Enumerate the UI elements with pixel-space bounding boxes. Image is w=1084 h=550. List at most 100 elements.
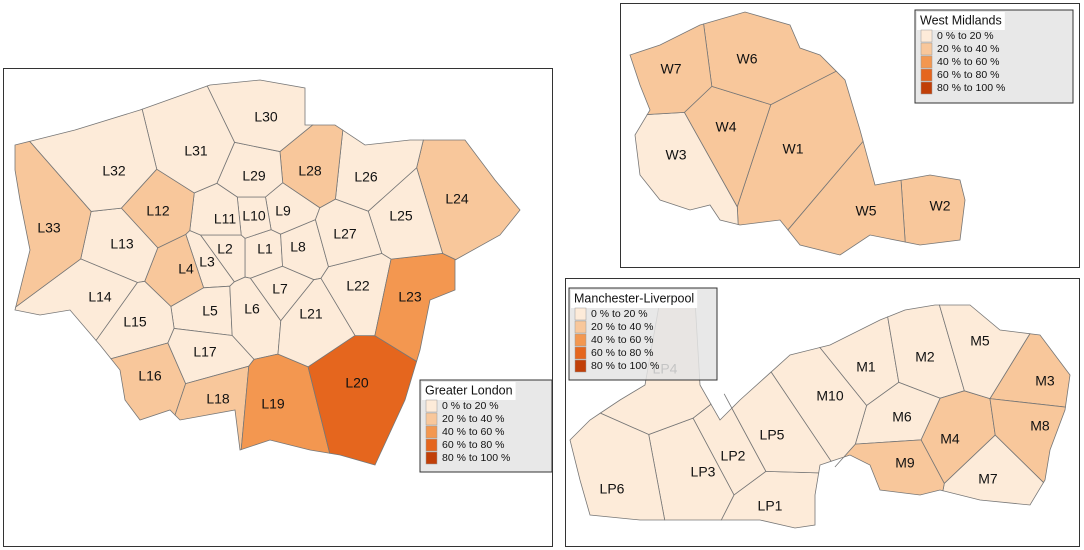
region-label: L13 xyxy=(110,236,134,252)
legend-title: West Midlands xyxy=(920,13,1002,27)
region xyxy=(14,140,92,308)
region-label: L19 xyxy=(261,396,285,412)
region-label: W2 xyxy=(930,198,951,214)
region-label: L15 xyxy=(123,314,147,330)
region-label: LP1 xyxy=(758,498,783,514)
region xyxy=(723,371,832,474)
region-label: L5 xyxy=(202,303,218,319)
legend-swatch xyxy=(425,438,438,452)
legend-swatch xyxy=(574,333,587,347)
legend-label: 40 % to 60 % xyxy=(591,334,653,346)
map: W1 W2 W3 W4 W5 W6 W7 xyxy=(629,11,966,256)
region xyxy=(14,258,139,342)
region-label: L22 xyxy=(346,278,370,294)
region-label: L6 xyxy=(244,301,260,317)
region xyxy=(787,140,906,256)
region xyxy=(206,79,314,152)
region-label: L20 xyxy=(345,375,369,391)
region-label: W5 xyxy=(856,203,877,219)
region-label: L2 xyxy=(217,241,233,257)
region xyxy=(629,23,713,115)
region-label: L21 xyxy=(299,306,323,322)
region xyxy=(989,398,1066,484)
legend-label: 20 % to 40 % xyxy=(591,321,653,333)
legend-title-bg xyxy=(422,382,516,400)
region-label: LP5 xyxy=(760,427,785,443)
region-label: M6 xyxy=(892,409,912,425)
region xyxy=(634,111,739,226)
legend-label: 20 % to 40 % xyxy=(442,413,504,425)
region xyxy=(703,11,837,106)
region-label: L26 xyxy=(354,169,378,185)
region-label: L8 xyxy=(290,239,306,255)
region-label: L16 xyxy=(138,368,162,384)
region-label: M4 xyxy=(940,431,960,447)
region-label: L27 xyxy=(333,226,357,242)
legend-label: 0 % to 20 % xyxy=(442,400,499,412)
legend-label: 80 % to 100 % xyxy=(937,82,1005,94)
legend-swatch xyxy=(574,307,587,321)
legend: West Midlands 0 % to 20 %20 % to 40 %40 %… xyxy=(914,9,1074,104)
region-label: LP2 xyxy=(721,448,746,464)
region-label: L24 xyxy=(445,191,469,207)
legend-label: 60 % to 80 % xyxy=(591,347,653,359)
legend-swatch xyxy=(425,425,438,439)
region-label: L29 xyxy=(242,168,266,184)
region-label: W7 xyxy=(661,61,682,77)
region-label: L14 xyxy=(88,289,112,305)
region-label: L3 xyxy=(199,254,215,270)
region-label: M8 xyxy=(1030,418,1050,434)
region-label: L23 xyxy=(398,289,422,305)
legend-swatch xyxy=(920,55,933,69)
legend-swatch xyxy=(574,320,587,334)
region-label: M10 xyxy=(816,388,843,404)
legend-swatch xyxy=(920,42,933,56)
region-label: L11 xyxy=(214,211,237,227)
legend-label: 40 % to 60 % xyxy=(937,56,999,68)
legend-swatch xyxy=(425,412,438,426)
region-label: L33 xyxy=(37,220,61,236)
region-label: L1 xyxy=(257,241,273,257)
region-label: M5 xyxy=(970,333,990,349)
region-label: L25 xyxy=(389,208,413,224)
legend-title: Manchester-Liverpool xyxy=(574,291,694,305)
region xyxy=(569,412,666,521)
legend-title: Greater London xyxy=(425,383,513,397)
region-label: W4 xyxy=(716,119,737,135)
region-label: M3 xyxy=(1035,373,1055,389)
legend-label: 0 % to 20 % xyxy=(937,30,994,42)
region xyxy=(938,304,1031,400)
region-label: L32 xyxy=(102,163,126,179)
region-label: L17 xyxy=(193,344,217,360)
region xyxy=(770,347,868,462)
legend: Manchester-Liverpool 0 % to 20 %20 % to 4… xyxy=(568,287,718,381)
region-label: W1 xyxy=(783,141,804,157)
region-label: LP6 xyxy=(600,481,625,497)
legend-swatch xyxy=(574,359,587,373)
region-label: LP3 xyxy=(691,464,716,480)
region-label: M1 xyxy=(856,359,876,375)
region-label: W6 xyxy=(737,51,758,67)
legend-swatch xyxy=(920,68,933,82)
legend: Greater London 0 % to 20 %20 % to 40 %40 … xyxy=(419,379,553,473)
legend-title-bg xyxy=(571,290,698,308)
region-label: L12 xyxy=(146,203,170,219)
legend-swatch xyxy=(425,399,438,413)
legend-label: 40 % to 60 % xyxy=(442,426,504,438)
region-label: L18 xyxy=(206,391,230,407)
legend-swatch xyxy=(920,81,933,95)
legend-swatch xyxy=(425,451,438,465)
region-label: L10 xyxy=(242,208,266,224)
legend-label: 60 % to 80 % xyxy=(442,439,504,451)
region xyxy=(174,365,250,451)
region-label: L7 xyxy=(272,281,288,297)
legend-swatch xyxy=(574,346,587,360)
region xyxy=(28,108,158,212)
region-label: M9 xyxy=(895,455,915,471)
region-label: L30 xyxy=(254,109,278,125)
legend-swatch xyxy=(920,29,933,43)
region-label: M7 xyxy=(978,471,998,487)
region-label: W3 xyxy=(666,147,687,163)
